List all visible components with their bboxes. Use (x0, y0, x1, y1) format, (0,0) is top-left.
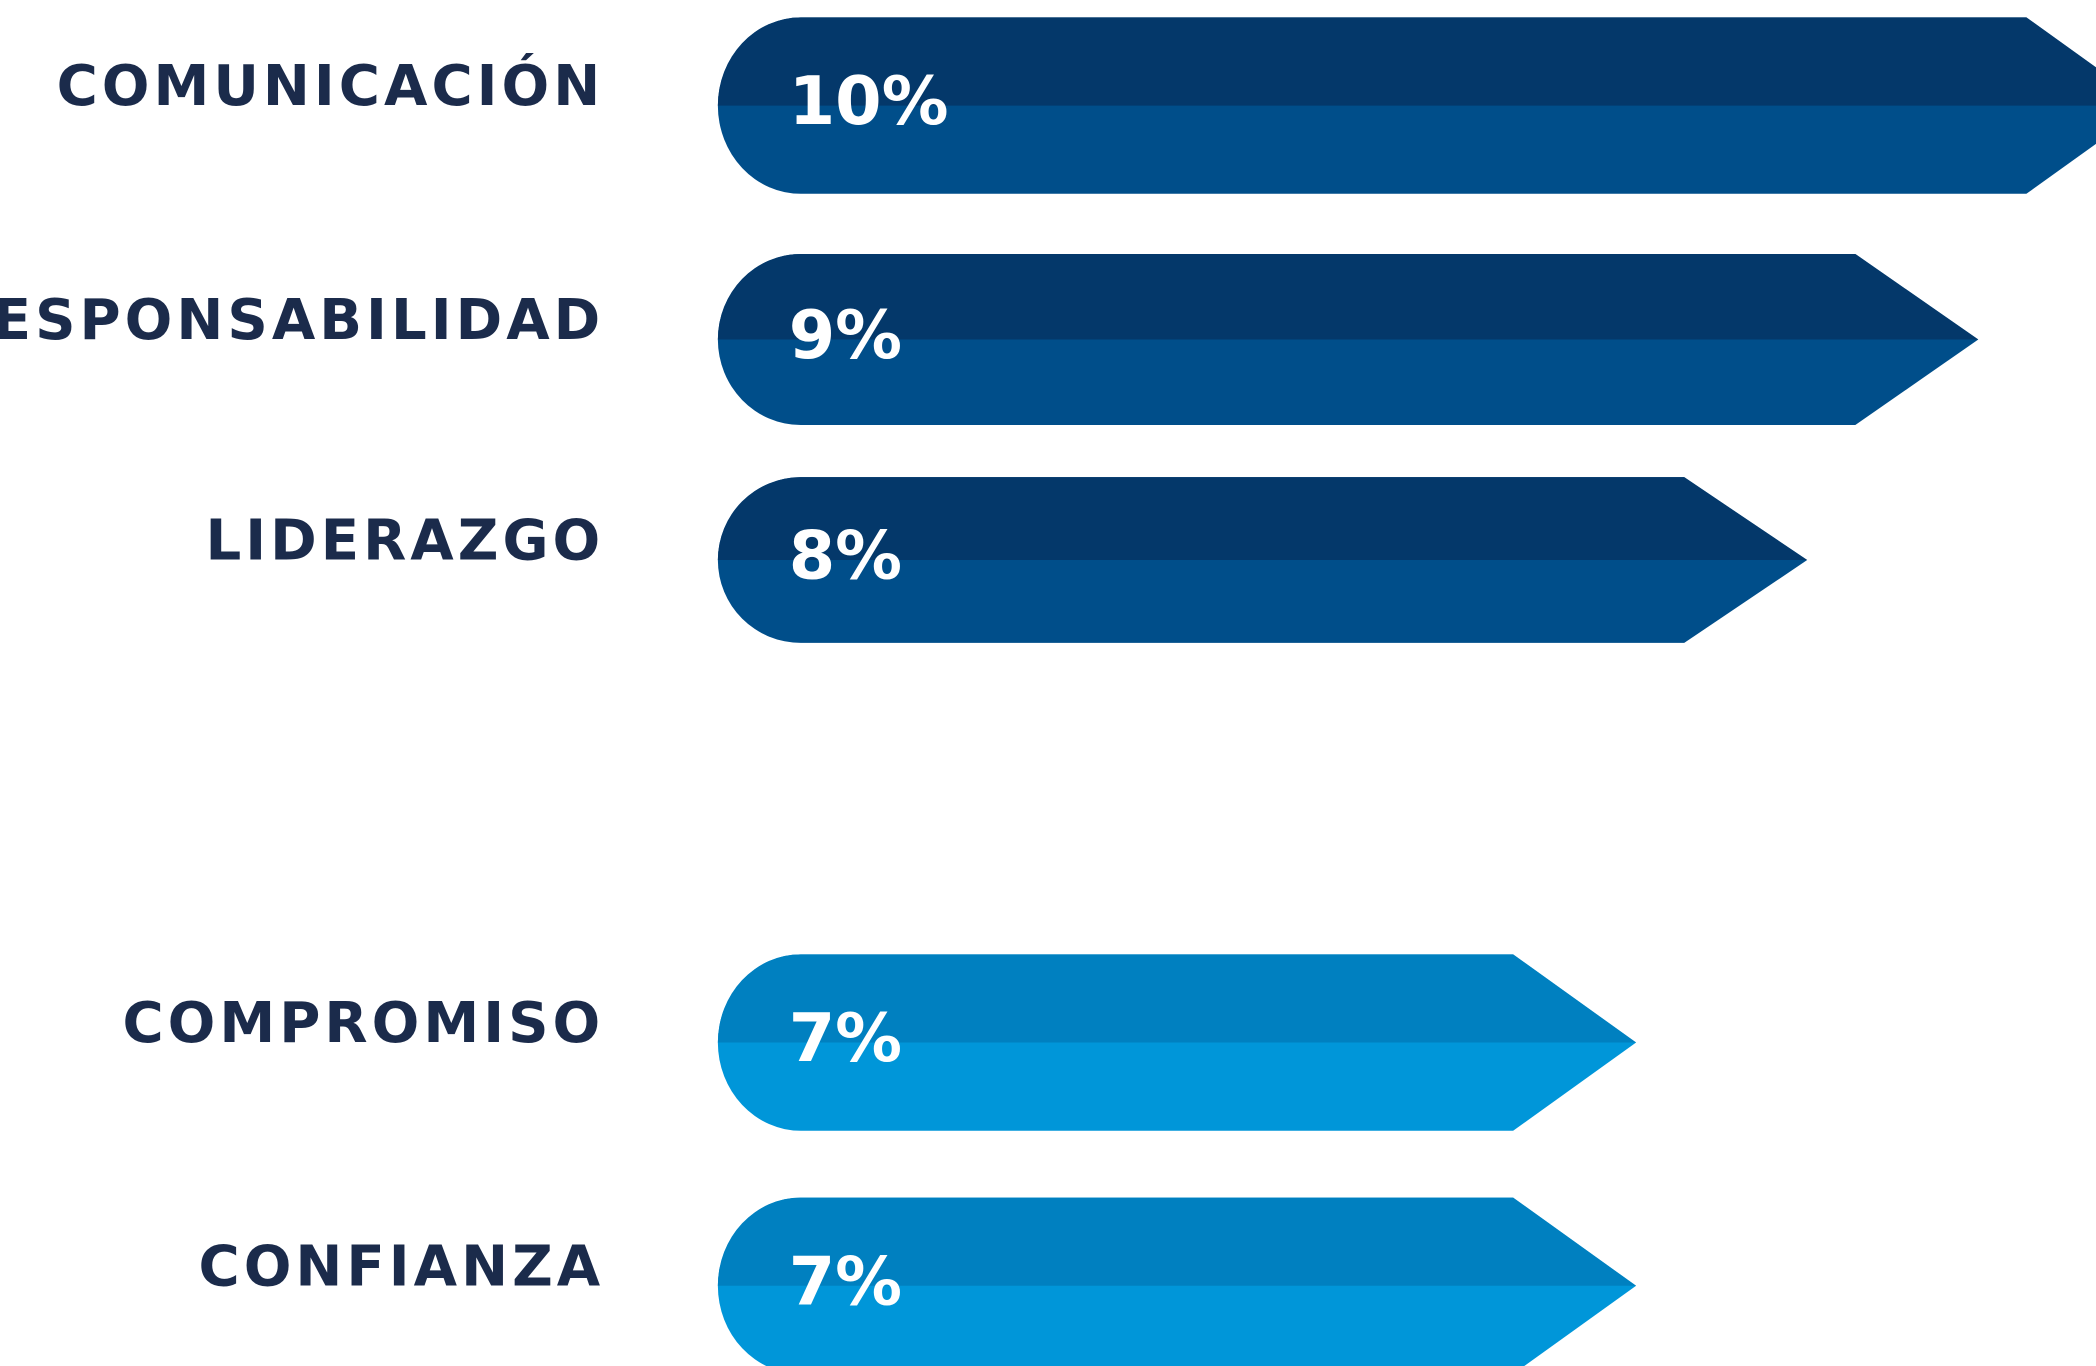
bar-shade (717, 253, 1979, 340)
category-label: COMUNICACIÓN (57, 51, 605, 119)
value-label: 8% (789, 517, 902, 595)
value-label: 10% (789, 62, 949, 140)
bar-shade (717, 477, 1808, 561)
category-label: LIDERAZGO (205, 509, 604, 574)
bar-shade (717, 17, 2096, 106)
category-label: RESPONSABILIDAD (0, 288, 604, 353)
category-label: CONFIANZA (199, 1234, 605, 1299)
value-label: 9% (789, 296, 902, 374)
category-label: COMPROMISO (122, 991, 604, 1056)
bar-shade (717, 954, 1637, 1043)
bar-shade (717, 1197, 1637, 1286)
value-label: 7% (789, 999, 902, 1077)
value-label: 7% (789, 1242, 902, 1320)
